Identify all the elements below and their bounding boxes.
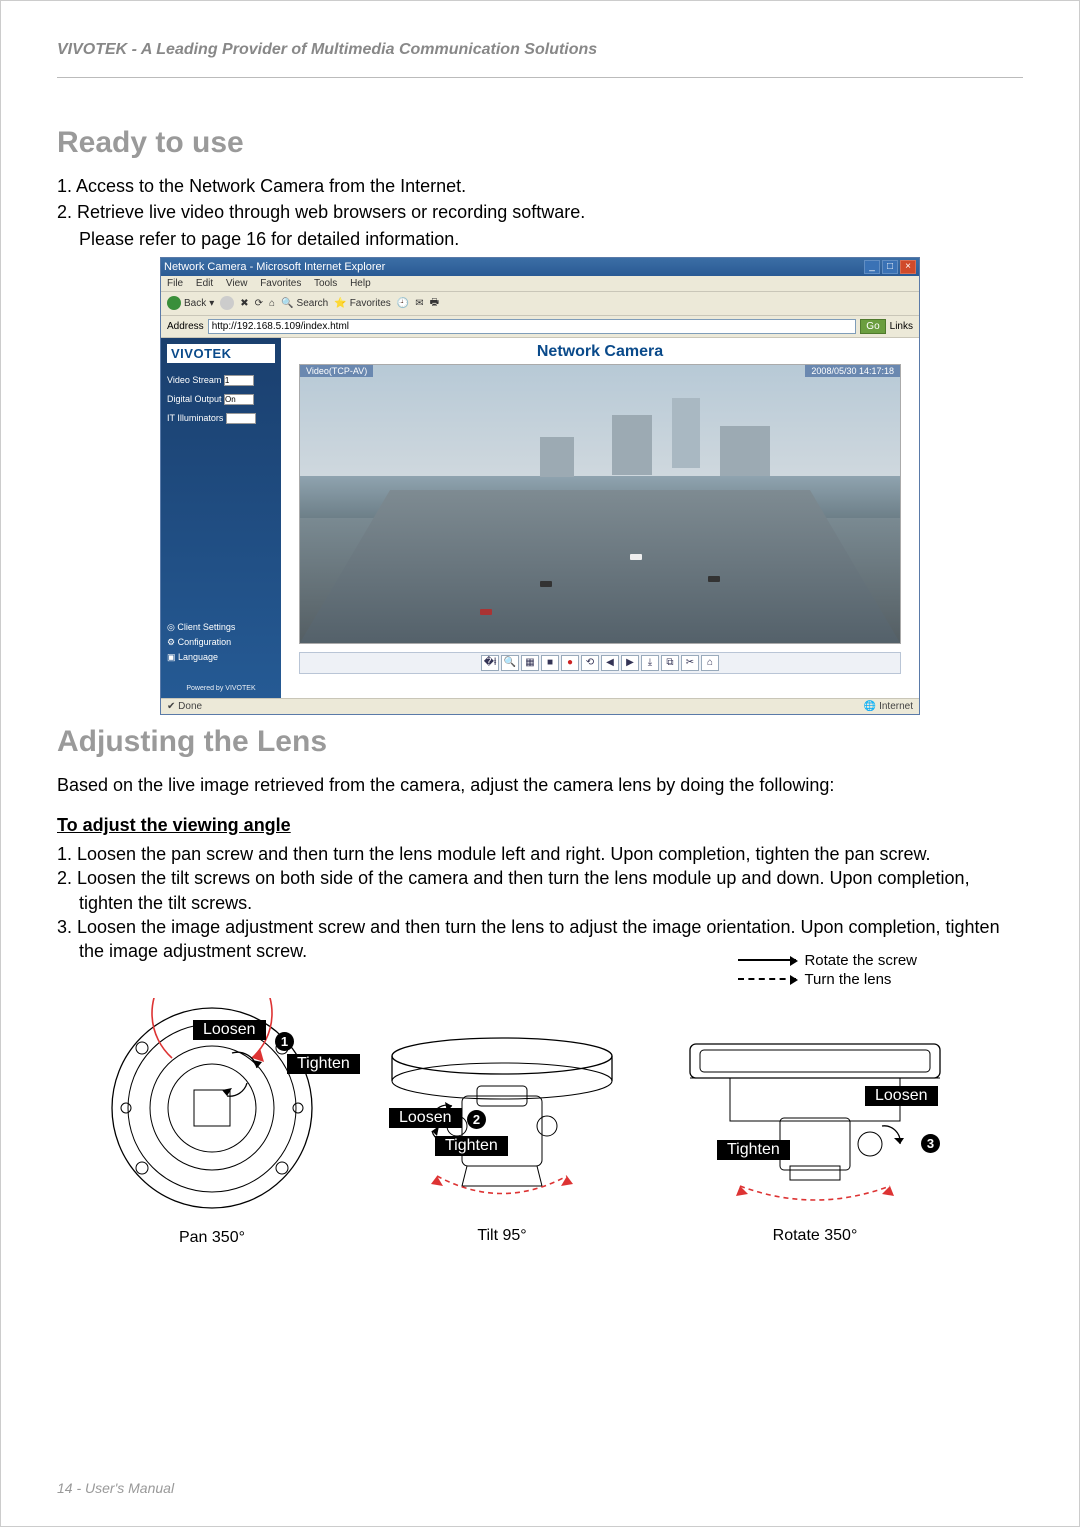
caption-rotate: Rotate 350° [665,1227,965,1245]
manual-page: VIVOTEK - A Leading Provider of Multimed… [0,0,1080,1527]
menu-view[interactable]: View [226,278,248,289]
window-close-icon[interactable]: × [900,260,916,274]
ctrl-btn-7[interactable]: ◀ [601,655,619,671]
ctrl-btn-10[interactable]: ⧉ [661,655,679,671]
status-zone: 🌐 Internet [864,701,913,712]
diagram-legend: Rotate the screw Turn the lens [738,950,917,990]
vivotek-logo: VIVOTEK [167,344,275,363]
print-icon[interactable]: 🖶 [430,295,439,312]
video-stream-select[interactable] [224,375,254,386]
address-label: Address [167,321,204,332]
camera-main: Network Camera Video(TCP-AV) 2008/05/30 … [281,338,919,698]
ready-sub: Please refer to page 16 for detailed inf… [57,227,1023,251]
section-lens-title: Adjusting the Lens [57,725,1023,759]
window-min-icon[interactable]: _ [864,260,880,274]
menu-file[interactable]: File [167,278,183,289]
lens-intro: Based on the live image retrieved from t… [57,773,1023,797]
label-tighten-2: Tighten [435,1136,508,1156]
menu-help[interactable]: Help [350,278,371,289]
go-button[interactable]: Go [860,319,885,334]
address-bar: Address Go Links [161,316,919,338]
ctrl-btn-9[interactable]: ⤓ [641,655,659,671]
ctrl-btn-2[interactable]: 🔍 [501,655,519,671]
ready-item-2: 2. Retrieve live video through web brows… [57,200,1023,224]
diagram-rotate: Rotate 350° [665,1026,965,1245]
ready-list: 1. Access to the Network Camera from the… [57,174,1023,251]
camera-sidebar: VIVOTEK Video Stream Digital Output IT I… [161,338,281,698]
ctrl-btn-1[interactable]: �ⱡ [481,655,499,671]
browser-content: VIVOTEK Video Stream Digital Output IT I… [161,338,919,698]
rotate-svg [670,1026,960,1216]
label-loosen-2: Loosen [389,1108,462,1128]
stop-icon[interactable]: ✖ [240,298,248,309]
lens-step-2: 2. Loosen the tilt screws on both side o… [57,866,1023,915]
lens-diagrams: Rotate the screw Turn the lens [57,968,1023,1258]
ctrl-btn-6[interactable]: ⟲ [581,655,599,671]
ctrl-btn-12[interactable]: ⌂ [701,655,719,671]
camera-title: Network Camera [281,338,919,364]
illuminators-select[interactable] [226,413,256,424]
link-configuration[interactable]: ⚙ Configuration [167,637,275,648]
video-frame: Video(TCP-AV) 2008/05/30 14:17:18 [299,364,901,644]
ctrl-btn-5[interactable]: ● [561,655,579,671]
video-stream-row: Video Stream [167,375,275,386]
label-loosen-3: Loosen [865,1086,938,1106]
status-bar: ✔ Done 🌐 Internet [161,698,919,714]
video-controls: �ⱡ 🔍 ▦ ■ ● ⟲ ◀ ▶ ⤓ ⧉ ✂ ⌂ [299,652,901,674]
ctrl-btn-8[interactable]: ▶ [621,655,639,671]
ctrl-btn-11[interactable]: ✂ [681,655,699,671]
legend-dash: Turn the lens [804,971,891,988]
link-language[interactable]: ▣ Language [167,652,275,663]
illuminators-row: IT Illuminators [167,413,275,424]
menu-bar: File Edit View Favorites Tools Help [161,276,919,292]
page-header: VIVOTEK - A Leading Provider of Multimed… [57,41,1023,78]
favorites-button[interactable]: ⭐Favorites [334,298,391,309]
solid-arrow-icon [738,959,796,961]
lens-subhead: To adjust the viewing angle [57,815,1023,836]
label-loosen-1: Loosen [193,1020,266,1040]
caption-tilt: Tilt 95° [357,1227,647,1245]
browser-screenshot: Network Camera - Microsoft Internet Expl… [160,257,920,715]
search-button[interactable]: 🔍Search [281,298,328,309]
menu-favorites[interactable]: Favorites [260,278,301,289]
label-tighten-3: Tighten [717,1140,790,1160]
ctrl-btn-4[interactable]: ■ [541,655,559,671]
ready-item-1: 1. Access to the Network Camera from the… [57,174,1023,198]
ctrl-btn-3[interactable]: ▦ [521,655,539,671]
links-label[interactable]: Links [890,321,913,332]
link-client-settings[interactable]: ◎ Client Settings [167,622,275,633]
back-button[interactable]: Back ▾ [167,296,214,310]
sidebar-links: ◎ Client Settings ⚙ Configuration ▣ Lang… [167,618,275,667]
mail-icon[interactable]: ✉ [415,298,423,309]
section-ready-title: Ready to use [57,126,1023,160]
lens-step-1: 1. Loosen the pan screw and then turn th… [57,842,1023,866]
caption-pan: Pan 350° [57,1229,367,1247]
video-timestamp: 2008/05/30 14:17:18 [805,365,900,377]
dash-arrow-icon [738,978,796,980]
page-footer: 14 - User's Manual [57,1480,174,1496]
window-title: Network Camera - Microsoft Internet Expl… [164,261,385,273]
window-titlebar: Network Camera - Microsoft Internet Expl… [161,258,919,276]
lens-steps: 1. Loosen the pan screw and then turn th… [57,842,1023,963]
menu-tools[interactable]: Tools [314,278,337,289]
num-3: 3 [921,1134,940,1153]
digital-output-row: Digital Output [167,394,275,405]
toolbar: Back ▾ ✖ ⟳ ⌂ 🔍Search ⭐Favorites 🕘 ✉ 🖶 [161,292,919,316]
num-1: 1 [275,1032,294,1051]
url-input[interactable] [208,319,857,334]
sidebar-powered: Powered by VIVOTEK [167,685,275,692]
window-max-icon[interactable]: □ [882,260,898,274]
num-2: 2 [467,1110,486,1129]
history-icon[interactable]: 🕘 [397,298,409,309]
video-codec-label: Video(TCP-AV) [300,365,373,377]
digital-output-select[interactable] [224,394,254,405]
menu-edit[interactable]: Edit [196,278,213,289]
refresh-icon[interactable]: ⟳ [255,298,263,309]
status-done: ✔ Done [167,701,202,712]
home-icon[interactable]: ⌂ [269,298,275,309]
label-tighten-1: Tighten [287,1054,360,1074]
legend-solid: Rotate the screw [804,952,917,969]
forward-button[interactable] [220,296,234,310]
